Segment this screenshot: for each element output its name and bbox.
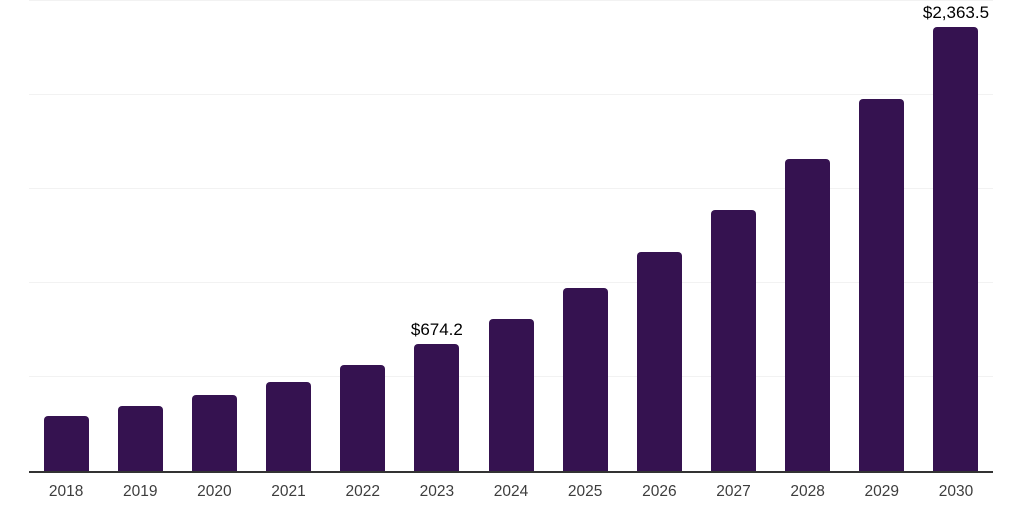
bar-slot-2021: [251, 1, 325, 471]
bar-2030: $2,363.5: [923, 3, 989, 471]
bar-slot-2026: [622, 1, 696, 471]
x-axis-label-2029: 2029: [864, 483, 900, 500]
bar-slot-2019: [103, 1, 177, 471]
x-axis-label-2022: 2022: [345, 483, 380, 500]
bar-slot-2029: [845, 1, 919, 471]
bar-2019: [117, 405, 163, 471]
bar-2023: $674.2: [411, 320, 463, 471]
bar-2029: [859, 98, 905, 471]
gridline-1500: [29, 188, 993, 189]
bar-2026: [636, 251, 682, 471]
bar-slot-2024: [474, 1, 548, 471]
bar-slot-2023: $674.2: [400, 1, 474, 471]
x-axis-label-2026: 2026: [642, 483, 677, 500]
bar-2018: [43, 416, 89, 471]
gridline-1000: [29, 282, 993, 283]
bar-slot-2028: [771, 1, 845, 471]
plot-area: $674.2 $2,363.5: [29, 0, 993, 473]
bar-2028: [785, 158, 831, 471]
bar-value-label-2023: $674.2: [410, 320, 463, 340]
x-axis-label-2025: 2025: [567, 483, 603, 500]
bar-2021: [266, 381, 312, 471]
bar-2024: [488, 319, 534, 471]
x-axis-label-2020: 2020: [197, 483, 232, 500]
x-axis-label-2024: 2024: [493, 483, 529, 500]
x-axis-label-2019: 2019: [122, 483, 158, 500]
x-axis-label-2018: 2018: [48, 483, 84, 500]
x-axis-label-2021: 2021: [271, 483, 306, 500]
bar-2020: [191, 394, 237, 471]
x-axis-label-2030: 2030: [938, 483, 974, 500]
bar-slot-2025: [548, 1, 622, 471]
bar-slot-2027: [696, 1, 770, 471]
bar-slot-2022: [326, 1, 400, 471]
gridline-2500: [29, 0, 993, 1]
bar-slot-2018: [29, 1, 103, 471]
x-axis-line: [29, 471, 993, 473]
x-axis-labels: 2018 2019 2020 2021 2022 2023 2024 2025 2026 2027…: [29, 483, 993, 501]
bar-2027: [710, 209, 756, 471]
bar-value-label-2030: $2,363.5: [922, 2, 990, 22]
bar-2022: [340, 365, 386, 471]
bar-slot-2030: $2,363.5: [919, 1, 993, 471]
bars-row: $674.2 $2,363.5: [29, 1, 993, 471]
x-axis-label-2028: 2028: [790, 483, 825, 500]
bar-slot-2020: [177, 1, 251, 471]
gridline-2000: [29, 94, 993, 95]
x-axis-label-2023: 2023: [419, 483, 455, 500]
x-axis-label-2027: 2027: [716, 483, 751, 500]
bar-2025: [562, 287, 608, 471]
